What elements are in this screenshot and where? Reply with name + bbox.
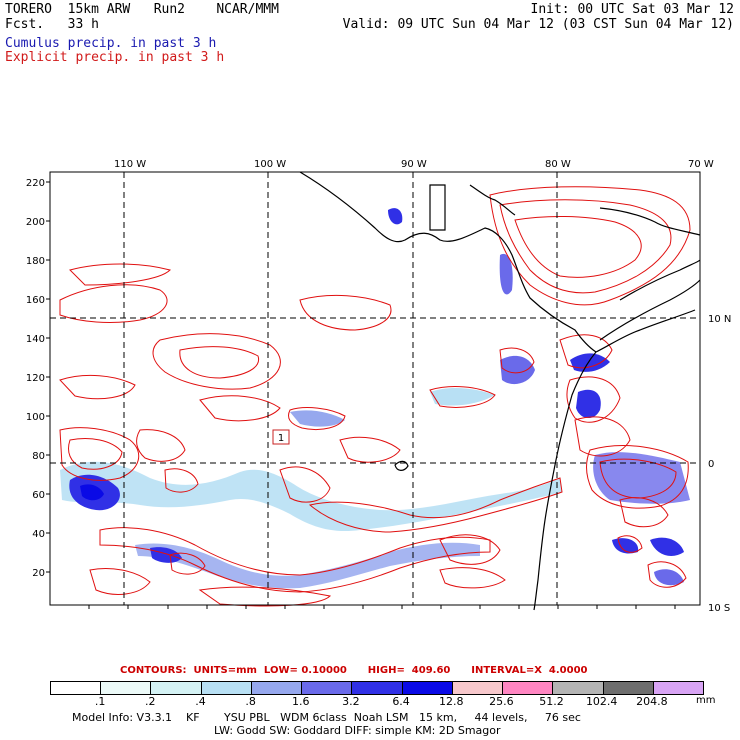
grid-y-label: 100 (26, 412, 45, 423)
grid-y-label: 80 (32, 451, 45, 462)
colorbar-label: .4 (195, 695, 206, 708)
model-info-line2: LW: Godd SW: Goddard DIFF: simple KM: 2D… (214, 724, 501, 737)
precip-map: 110 W 100 W 90 W 80 W 70 W 10 N 0 10 S 2… (26, 159, 731, 614)
colorbar-label: 51.2 (539, 695, 564, 708)
colorbar-label: 6.4 (392, 695, 410, 708)
colorbar-label: .1 (94, 695, 106, 708)
colorbar-cell (51, 682, 102, 694)
grid-y-label: 60 (32, 490, 45, 501)
lon-labels: 110 W 100 W 90 W 80 W 70 W (114, 159, 714, 170)
colorbar-label: 25.6 (489, 695, 514, 708)
colorbar-label: 12.8 (438, 695, 464, 708)
map-frame (46, 171, 701, 609)
explicit-precip-contours (59, 186, 691, 607)
model-info-line1: Model Info: V3.3.1 KF YSU PBL WDM 6class… (72, 711, 581, 724)
forecast-hour: Fcst. 33 h (5, 17, 99, 32)
station-marker-label: 1 (278, 433, 284, 444)
colorbar-cell (302, 682, 353, 694)
grid-y-label: 200 (26, 217, 45, 228)
colorbar-label: 102.4 (585, 695, 618, 708)
colorbar-cell (553, 682, 604, 694)
colorbar-label: 3.2 (342, 695, 360, 708)
coastlines (299, 171, 701, 611)
lon-label: 80 W (545, 159, 571, 170)
lon-label: 100 W (254, 159, 286, 170)
legend-explicit: Explicit precip. in past 3 h (5, 50, 225, 65)
colorbar-cell (452, 682, 504, 694)
colorbar-label: .8 (245, 695, 256, 708)
colorbar-cell (352, 682, 403, 694)
colorbar-cell (151, 682, 202, 694)
valid-time: Valid: 09 UTC Sun 04 Mar 12 (03 CST Sun … (342, 17, 734, 32)
init-time: Init: 00 UTC Sat 03 Mar 12 (530, 2, 735, 17)
colorbar-cell (402, 682, 453, 694)
colorbar-cell (653, 682, 704, 694)
grid-y-label: 160 (26, 295, 45, 306)
legend-cumulus: Cumulus precip. in past 3 h (5, 36, 217, 51)
colorbar-cell (503, 682, 554, 694)
latlon-grid (50, 172, 700, 605)
lat-label: 0 (708, 459, 714, 470)
precip-colorbar (50, 681, 704, 695)
lat-label: 10 N (708, 314, 731, 325)
colorbar-label: 204.8 (636, 695, 668, 708)
lon-label: 110 W (114, 159, 146, 170)
model-title: TORERO 15km ARW Run2 NCAR/MMM (5, 2, 279, 17)
grid-y-label: 20 (32, 568, 45, 579)
colorbar-label: .2 (145, 695, 156, 708)
contour-info: CONTOURS: UNITS=mm LOW= 0.10000 HIGH= 40… (120, 665, 588, 676)
left-grid-labels: 220 200 180 160 140 120 100 80 60 40 20 (26, 178, 45, 579)
grid-y-label: 140 (26, 334, 45, 345)
lat-labels: 10 N 0 10 S (708, 314, 731, 614)
lat-label: 10 S (708, 603, 730, 614)
grid-y-label: 40 (32, 529, 45, 540)
grid-y-label: 220 (26, 178, 45, 189)
colorbar-cell (251, 682, 303, 694)
lon-label: 70 W (688, 159, 714, 170)
grid-y-label: 180 (26, 256, 45, 267)
colorbar-cell (603, 682, 654, 694)
grid-y-label: 120 (26, 373, 45, 384)
lon-label: 90 W (401, 159, 427, 170)
colorbar-labels: .1 .2 .4 .8 1.6 3.2 6.4 12.8 25.6 51.2 102.4 204.8 (50, 695, 702, 708)
colorbar-unit: mm (696, 695, 716, 706)
colorbar-label: 1.6 (292, 695, 310, 708)
colorbar-cell (101, 682, 152, 694)
colorbar-cell (201, 682, 252, 694)
station-marker: 1 (272, 429, 290, 445)
